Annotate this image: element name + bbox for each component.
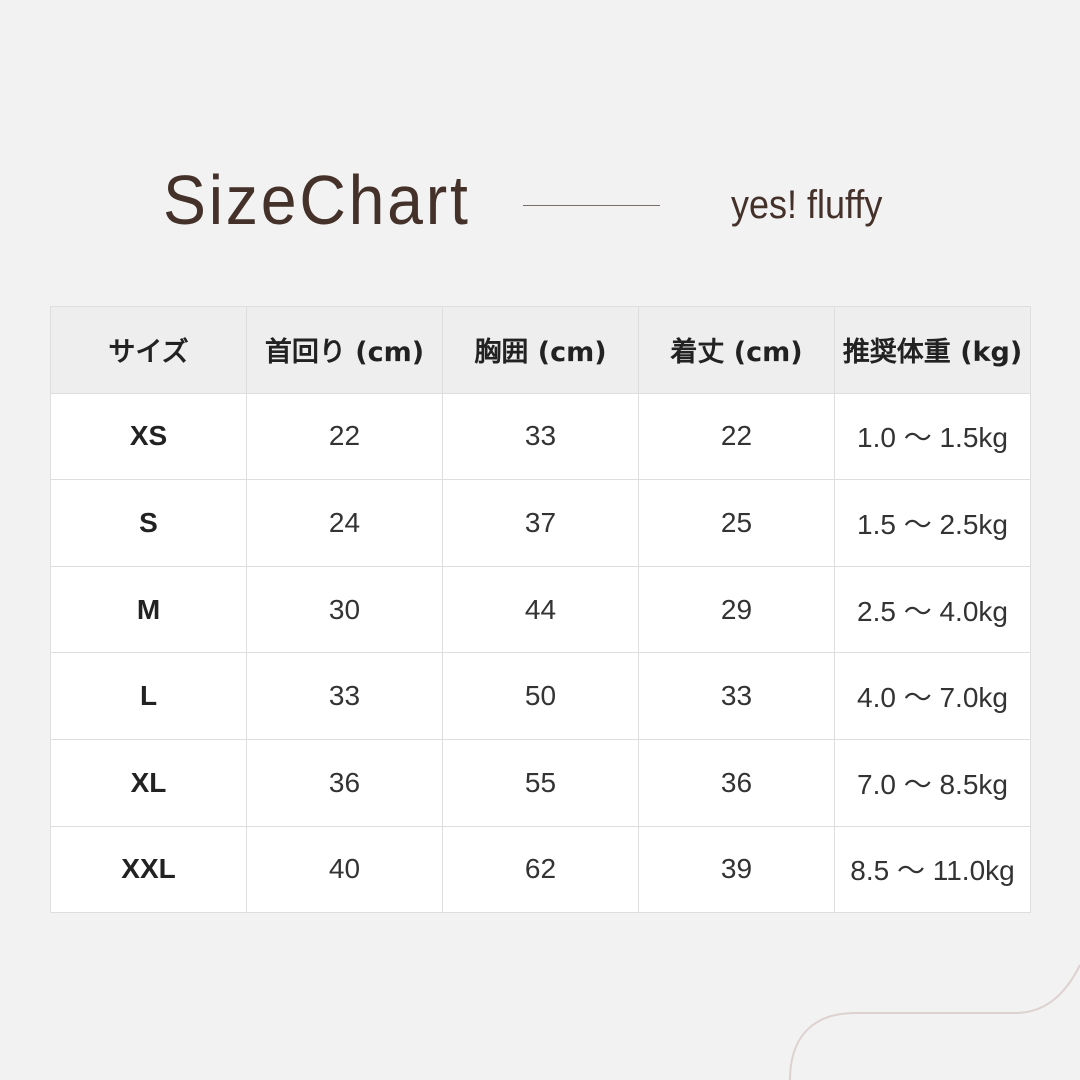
cell-weight: 1.5 〜 2.5kg [834, 479, 1031, 567]
table-row: L 33 50 33 4.0 〜 7.0kg [50, 652, 1031, 740]
cell-length: 25 [638, 479, 835, 567]
cell-size: XXL [50, 825, 247, 914]
page-title: SizeChart [163, 161, 471, 239]
cell-neck: 36 [246, 738, 443, 827]
table-header-row: サイズ 首回り (cm) 胸囲 (cm) 着丈 (cm) 推奨体重 (kg) [50, 306, 1031, 394]
cell-size: L [50, 652, 247, 740]
cell-chest: 55 [442, 738, 639, 827]
column-header-size: サイズ [50, 306, 247, 394]
cell-neck: 30 [246, 565, 443, 654]
divider [523, 205, 660, 206]
cell-neck: 33 [246, 652, 443, 740]
cell-length: 36 [638, 738, 835, 827]
table-row: XL 36 55 36 7.0 〜 8.5kg [50, 738, 1031, 827]
cell-chest: 62 [442, 825, 639, 914]
cell-length: 22 [638, 392, 835, 481]
column-header-length: 着丈 (cm) [638, 306, 835, 394]
cell-weight: 7.0 〜 8.5kg [834, 738, 1031, 827]
brand-name: yes! fluffy [731, 183, 883, 227]
cell-neck: 40 [246, 825, 443, 914]
cell-length: 29 [638, 565, 835, 654]
column-header-neck: 首回り (cm) [246, 306, 443, 394]
table-row: XXL 40 62 39 8.5 〜 11.0kg [50, 825, 1031, 914]
cell-size: S [50, 479, 247, 567]
cell-neck: 24 [246, 479, 443, 567]
cell-weight: 2.5 〜 4.0kg [834, 565, 1031, 654]
cell-chest: 50 [442, 652, 639, 740]
cell-size: M [50, 565, 247, 654]
cell-chest: 37 [442, 479, 639, 567]
column-header-chest: 胸囲 (cm) [442, 306, 639, 394]
cell-chest: 44 [442, 565, 639, 654]
cell-length: 39 [638, 825, 835, 914]
cell-size: XS [50, 392, 247, 481]
table-row: S 24 37 25 1.5 〜 2.5kg [50, 479, 1031, 567]
cell-weight: 4.0 〜 7.0kg [834, 652, 1031, 740]
table-row: XS 22 33 22 1.0 〜 1.5kg [50, 392, 1031, 481]
size-table: サイズ 首回り (cm) 胸囲 (cm) 着丈 (cm) 推奨体重 (kg) X… [50, 306, 1031, 914]
cell-length: 33 [638, 652, 835, 740]
table-row: M 30 44 29 2.5 〜 4.0kg [50, 565, 1031, 654]
cell-chest: 33 [442, 392, 639, 481]
cell-size: XL [50, 738, 247, 827]
cell-weight: 8.5 〜 11.0kg [834, 825, 1031, 914]
column-header-weight: 推奨体重 (kg) [834, 306, 1031, 394]
cell-neck: 22 [246, 392, 443, 481]
